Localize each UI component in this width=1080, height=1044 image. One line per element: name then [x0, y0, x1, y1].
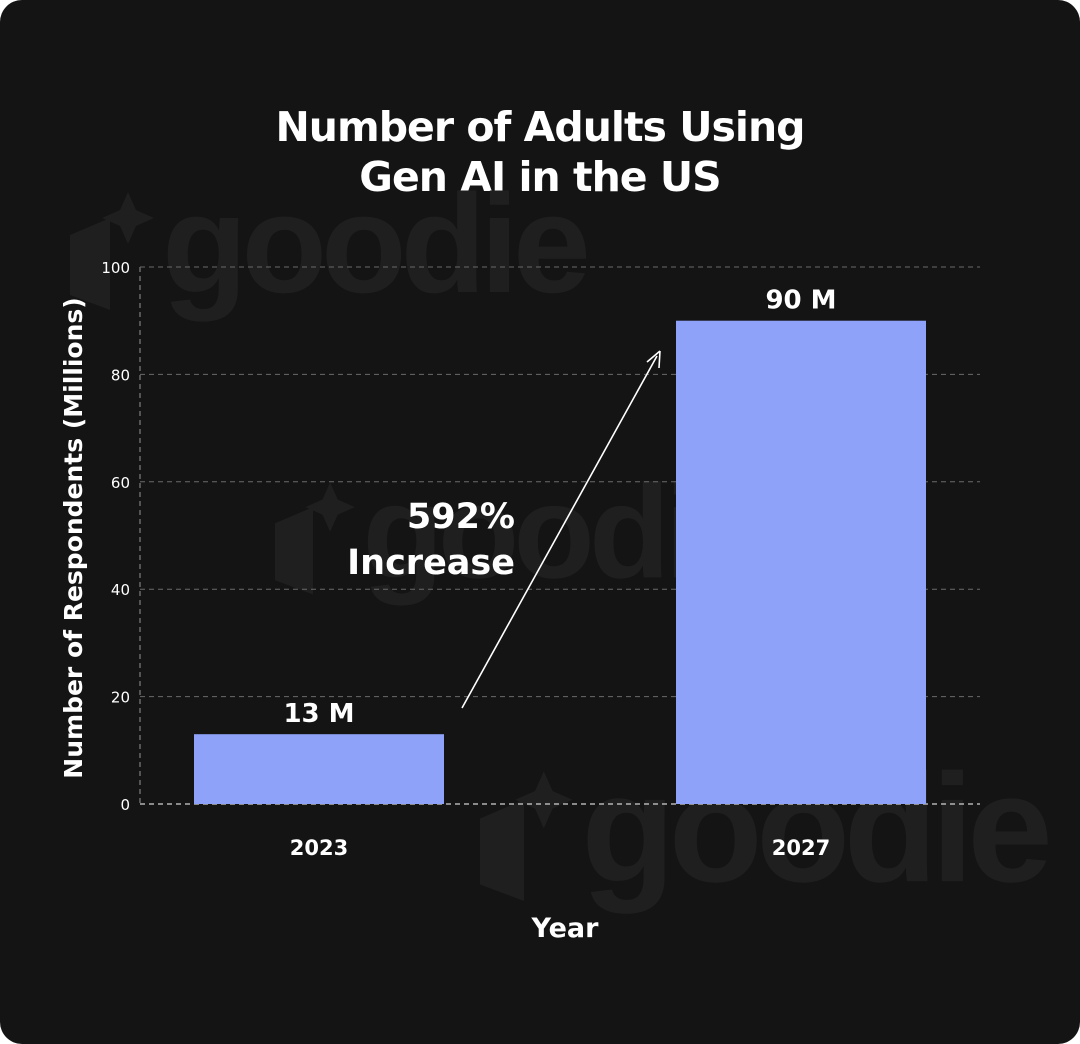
bar-2023 [194, 734, 444, 804]
annotation-text: Increase [347, 543, 515, 583]
watermark: goodie [70, 165, 593, 322]
arrow-head-icon [646, 350, 661, 369]
x-axis-label: Year [531, 913, 600, 944]
y-tick-label: 20 [111, 689, 130, 707]
x-tick-label: 2027 [772, 836, 830, 860]
x-tick-label: 2023 [290, 836, 348, 860]
watermark-text: goodie [162, 165, 587, 322]
annotation-percent: 592% [407, 497, 515, 537]
title-line-1: Number of Adults Using [275, 103, 805, 151]
y-tick-label: 40 [111, 581, 130, 599]
y-tick-label: 80 [111, 366, 130, 384]
title-line-2: Gen AI in the US [359, 153, 721, 201]
chart-title: Number of Adults Using Gen AI in the US [0, 102, 1080, 202]
y-tick-label: 60 [111, 474, 130, 492]
data-label: 13 M [283, 699, 354, 729]
y-axis-label: Number of Respondents (Millions) [59, 297, 88, 778]
y-tick-label: 0 [120, 796, 130, 814]
y-tick-label: 100 [101, 259, 130, 277]
increase-arrow [461, 355, 658, 709]
bar-2027 [676, 320, 926, 804]
data-label: 90 M [765, 286, 836, 316]
